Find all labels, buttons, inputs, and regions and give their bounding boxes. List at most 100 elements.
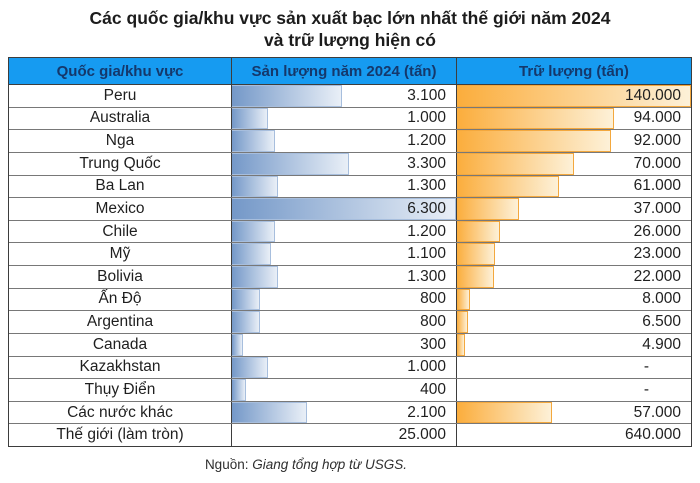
table-row: Chile 1.200 26.000 (9, 219, 691, 243)
reserve-cell: - (456, 379, 691, 401)
country-cell: Chile (102, 222, 138, 240)
production-cell: 25.000 (231, 424, 456, 446)
source-note: Nguồn: Giang tổng hợp từ USGS. (0, 457, 656, 472)
reserve-data-bar (457, 333, 466, 356)
production-data-bar (232, 379, 247, 401)
reserve-cell: 61.000 (456, 175, 691, 198)
production-value: 1.200 (407, 222, 446, 240)
reserve-cell: 26.000 (456, 220, 691, 243)
page-title-line1: Các quốc gia/khu vực sản xuất bạc lớn nh… (89, 8, 611, 28)
reserve-data-bar (457, 107, 615, 130)
reserve-value: 23.000 (633, 245, 681, 263)
table-row: Ấn Độ 800 8.000 (9, 287, 691, 311)
production-value: 300 (420, 335, 446, 353)
reserve-cell: 37.000 (456, 198, 691, 220)
production-value: 3.100 (407, 86, 446, 104)
table-row: Trung Quốc 3.300 70.000 (9, 151, 691, 175)
country-cell: Ba Lan (95, 177, 145, 195)
header-production: Sản lượng năm 2024 (tấn) (231, 58, 456, 84)
country-cell: Australia (89, 109, 151, 127)
reserve-cell: - (456, 356, 691, 379)
reserve-cell: 4.900 (456, 333, 691, 356)
country-cell: Mỹ (109, 245, 131, 263)
production-value: 2.100 (407, 403, 446, 421)
reserve-value: 640.000 (624, 426, 681, 444)
production-cell: 1.000 (231, 107, 456, 130)
production-cell: 2.100 (231, 401, 456, 424)
reserve-cell: 57.000 (456, 401, 691, 424)
reserve-cell: 70.000 (456, 152, 691, 175)
country-cell: Kazakhstan (79, 358, 161, 376)
production-value: 400 (420, 380, 446, 398)
reserve-value: 92.000 (633, 132, 681, 150)
table-row: Kazakhstan 1.000 - (9, 355, 691, 379)
reserve-data-bar (457, 266, 494, 288)
source-prefix: Nguồn: (204, 457, 249, 472)
table-row: Australia 1.000 94.000 (9, 106, 691, 130)
table-row: Nga 1.200 92.000 (9, 129, 691, 152)
production-cell: 1.200 (231, 220, 456, 243)
production-data-bar (232, 152, 350, 175)
reserve-data-bar (457, 401, 553, 424)
reserve-value: - (643, 358, 649, 376)
source-text: Giang tổng hợp từ USGS. (252, 457, 408, 472)
reserve-cell: 94.000 (456, 107, 691, 130)
production-value: 800 (420, 313, 446, 331)
reserve-value: - (643, 380, 649, 398)
country-cell: Trung Quốc (79, 154, 161, 172)
production-cell: 300 (231, 333, 456, 356)
reserve-value: 57.000 (633, 403, 681, 421)
table-row: Mexico 6.300 37.000 (9, 197, 691, 220)
reserve-data-bar (457, 288, 471, 311)
production-value: 3.300 (407, 154, 446, 172)
reserve-data-bar (457, 198, 519, 220)
production-value: 25.000 (398, 426, 446, 444)
reserve-value: 6.500 (642, 313, 681, 331)
production-data-bar (232, 130, 275, 152)
production-data-bar (232, 85, 343, 107)
production-cell: 1.300 (231, 175, 456, 198)
reserve-data-bar (457, 152, 574, 175)
table-row: Thụy Điển 400 - (9, 378, 691, 401)
production-value: 6.300 (407, 199, 446, 217)
reserve-value: 94.000 (633, 109, 681, 127)
reserve-data-bar (457, 243, 496, 265)
country-cell: Argentina (86, 313, 154, 331)
country-cell: Bolivia (97, 267, 143, 285)
reserve-data-bar (457, 130, 611, 152)
production-cell: 3.100 (231, 85, 456, 107)
reserve-data-bar (457, 311, 468, 333)
reserve-value: 26.000 (633, 222, 681, 240)
production-value: 1.100 (407, 245, 446, 263)
table-row: Canada 300 4.900 (9, 332, 691, 356)
table-row: Argentina 800 6.500 (9, 310, 691, 333)
country-cell: Nga (105, 132, 135, 150)
table-row: Bolivia 1.300 22.000 (9, 265, 691, 288)
production-value: 800 (420, 290, 446, 308)
reserve-value: 61.000 (633, 177, 681, 195)
reserve-value: 140.000 (624, 86, 681, 104)
table-row: Peru 3.100 140.000 (9, 85, 691, 107)
country-cell: Thế giới (làm tròn) (56, 426, 184, 444)
table-row-world-total: Thế giới (làm tròn) 25.000 640.000 (9, 423, 691, 446)
production-cell: 6.300 (231, 198, 456, 220)
reserve-value: 22.000 (633, 267, 681, 285)
page-title: Các quốc gia/khu vực sản xuất bạc lớn nh… (0, 7, 700, 51)
production-value: 1.000 (407, 109, 446, 127)
reserve-cell: 92.000 (456, 130, 691, 152)
production-data-bar (232, 243, 272, 265)
production-data-bar (232, 311, 261, 333)
production-cell: 3.300 (231, 152, 456, 175)
header-country: Quốc gia/khu vực (56, 62, 184, 80)
production-data-bar (232, 198, 456, 220)
reserve-value: 8.000 (642, 290, 681, 308)
reserve-cell: 8.000 (456, 288, 691, 311)
production-cell: 800 (231, 288, 456, 311)
reserve-cell: 22.000 (456, 266, 691, 288)
reserve-cell: 640.000 (456, 424, 691, 446)
country-cell: Các nước khác (67, 403, 173, 421)
production-value: 1.300 (407, 177, 446, 195)
reserve-cell: 23.000 (456, 243, 691, 265)
production-data-bar (232, 288, 261, 311)
production-cell: 1.300 (231, 266, 456, 288)
